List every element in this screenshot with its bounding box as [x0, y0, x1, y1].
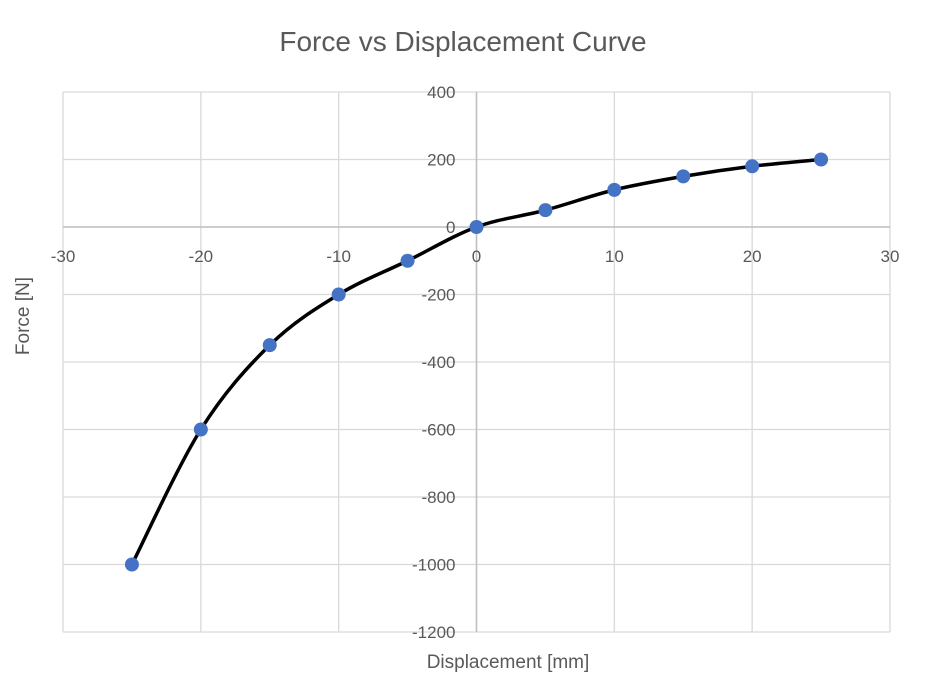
- x-tick-label: 20: [743, 247, 762, 266]
- chart-title: Force vs Displacement Curve: [279, 26, 646, 57]
- x-axis-label: Displacement [mm]: [427, 652, 590, 673]
- x-tick-label: 0: [472, 247, 481, 266]
- x-tick-label: -10: [326, 247, 351, 266]
- y-tick-label: -200: [421, 286, 455, 305]
- y-tick-label: -600: [421, 421, 455, 440]
- y-tick-label: -400: [421, 353, 455, 372]
- y-tick-label: -1200: [412, 623, 455, 642]
- data-point: [124, 557, 139, 572]
- y-axis-label: Force [N]: [13, 277, 34, 355]
- data-point: [262, 338, 277, 353]
- y-tick-label: -1000: [412, 556, 455, 575]
- y-tick-label: 400: [427, 83, 455, 102]
- series-line: [130, 157, 823, 567]
- data-point: [331, 287, 346, 302]
- x-tick-label: -30: [51, 247, 76, 266]
- tick-labels: -30 -20 -10 0 10 20 30 -1200 -1000 -800 -600 -400 -2…: [51, 83, 900, 642]
- data-point: [607, 182, 622, 197]
- y-tick-label: -800: [421, 488, 455, 507]
- data-point: [400, 253, 415, 268]
- data-series: [124, 152, 829, 572]
- data-point: [469, 220, 484, 234]
- x-tick-label: 30: [881, 247, 900, 266]
- data-point: [193, 422, 208, 437]
- y-tick-label: 200: [427, 151, 455, 170]
- data-point: [745, 159, 760, 174]
- data-point: [814, 152, 829, 167]
- y-tick-label: 0: [446, 218, 455, 237]
- x-tick-label: 10: [605, 247, 624, 266]
- x-tick-label: -20: [189, 247, 214, 266]
- data-point: [676, 169, 691, 184]
- data-point: [538, 203, 553, 218]
